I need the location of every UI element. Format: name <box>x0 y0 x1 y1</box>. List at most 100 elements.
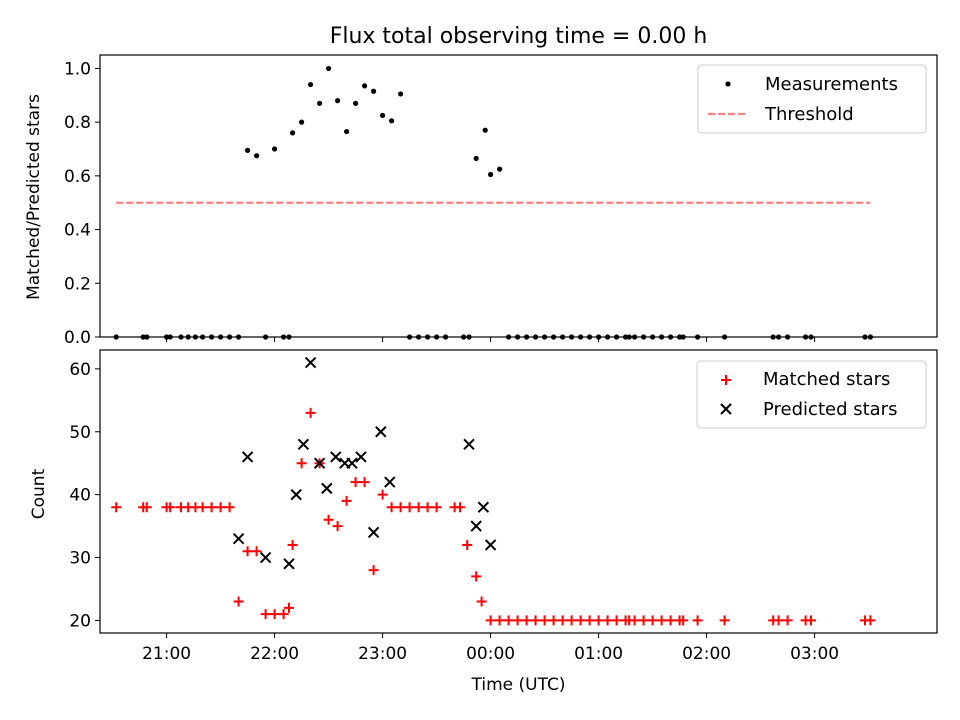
top-y-tick-label: 1.0 <box>64 59 91 79</box>
bottom-y-axis-label: Count <box>29 468 49 519</box>
matched-star-point <box>359 477 370 488</box>
matched-star-point <box>773 615 784 626</box>
matched-star-point <box>323 514 334 525</box>
measurement-point <box>380 112 386 119</box>
matched-star-point <box>215 502 226 513</box>
matched-star-point <box>206 502 217 513</box>
measurement-point <box>254 153 260 159</box>
matched-star-point <box>251 546 262 557</box>
measurement-point <box>245 147 251 153</box>
measurement-point <box>299 119 305 125</box>
bottom-y-tick-label: 30 <box>69 549 91 569</box>
bottom-y-tick-label: 50 <box>69 423 91 443</box>
measurement-point <box>272 146 278 152</box>
top-y-tick-label: 0.2 <box>64 274 91 294</box>
matched-star-point <box>539 615 550 626</box>
predicted-star-point <box>241 451 254 463</box>
measurement-point <box>362 83 368 89</box>
legend-matched-label: Matched stars <box>763 369 890 390</box>
matched-star-point <box>386 502 397 513</box>
bottom-y-tick-label: 60 <box>69 360 91 380</box>
measurement-point <box>308 81 314 88</box>
matched-star-point <box>404 502 415 513</box>
predicted-star-point <box>313 457 326 469</box>
measurement-point <box>290 130 296 136</box>
matched-star-point <box>296 458 307 469</box>
predicted-star-point <box>290 488 302 501</box>
matched-star-point <box>341 495 352 506</box>
matched-star-point <box>521 615 532 626</box>
matched-star-point <box>284 602 294 613</box>
measurement-point <box>335 98 341 104</box>
matched-star-point <box>260 609 271 620</box>
measurement-point <box>473 155 479 161</box>
measurement-point <box>488 171 494 178</box>
predicted-star-point <box>283 558 295 570</box>
matched-star-point <box>197 502 208 513</box>
matched-star-point <box>476 596 487 607</box>
predicted-star-point <box>463 438 475 451</box>
matched-star-point <box>512 615 523 626</box>
matched-star-point <box>719 615 730 626</box>
matched-star-point <box>602 615 613 626</box>
matched-star-point <box>368 565 379 576</box>
bottom-axes-frame <box>99 349 938 634</box>
matched-star-point <box>377 489 388 500</box>
top-y-tick-label: 0.0 <box>64 328 91 348</box>
matched-star-point <box>278 609 289 620</box>
predicted-star-point <box>346 457 358 469</box>
matched-star-point <box>431 502 442 513</box>
matched-star-point <box>141 502 152 513</box>
bottom-x-axis-label: Time (UTC) <box>471 675 566 695</box>
predicted-star-point <box>321 482 333 495</box>
matched-star-point <box>629 615 640 626</box>
measurement-point <box>344 128 350 135</box>
top-panel: Flux total observing time = 0.00 h Match… <box>24 24 938 348</box>
top-axes-frame <box>99 54 938 338</box>
matched-star-point <box>224 502 235 513</box>
bottom-x-tick-label: 01:00 <box>574 644 623 664</box>
measurement-point <box>317 100 323 106</box>
top-y-tick-label: 0.4 <box>64 221 91 241</box>
bottom-x-tick-label: 03:00 <box>790 644 839 664</box>
predicted-star-point <box>355 451 367 463</box>
matched-star-point <box>557 615 568 626</box>
matched-star-point <box>678 615 689 626</box>
predicted-star-point <box>477 501 490 513</box>
matched-star-point <box>503 615 514 626</box>
predicted-star-point <box>259 551 272 564</box>
measurement-point <box>398 91 404 97</box>
legend-threshold-label: Threshold <box>764 104 854 125</box>
matched-star-point <box>665 615 676 626</box>
matched-star-point <box>494 615 505 626</box>
top-y-tick-label: 0.8 <box>64 113 91 133</box>
predicted-star-point <box>470 520 482 532</box>
bottom-x-tick-label: 21:00 <box>142 644 191 664</box>
bottom-x-tick-label: 02:00 <box>682 644 731 664</box>
matched-star-point <box>611 615 622 626</box>
predicted-star-point <box>484 539 497 551</box>
predicted-star-point <box>232 532 245 545</box>
predicted-star-point <box>304 356 317 369</box>
matched-star-point <box>111 502 122 513</box>
bottom-plot-area: 21:00 22:00 23:00 00:00 01:00 02:00 03:00 20 30 4… <box>69 356 876 664</box>
matched-star-point <box>455 502 465 513</box>
legend-predicted-marker <box>720 403 732 415</box>
bottom-panel: Count Time (UTC) 21:00 22:00 23:00 00:00 01:… <box>29 349 938 695</box>
matched-star-point <box>656 615 667 626</box>
bottom-x-tick-label: 22:00 <box>250 644 299 664</box>
measurement-point <box>497 166 503 172</box>
matched-star-point <box>584 615 595 626</box>
matched-star-point <box>471 571 482 582</box>
predicted-star-point <box>367 526 380 539</box>
matched-star-point <box>782 615 793 626</box>
matched-star-point <box>806 615 816 626</box>
matched-star-point <box>485 615 496 626</box>
matched-star-point <box>647 615 658 626</box>
top-legend: Measurements Threshold <box>697 64 927 134</box>
bottom-y-tick-label: 20 <box>69 611 91 631</box>
bottom-x-tick-label: 00:00 <box>466 644 515 664</box>
matched-star-point <box>422 502 433 513</box>
measurement-point <box>389 118 395 124</box>
matched-star-point <box>530 615 541 626</box>
